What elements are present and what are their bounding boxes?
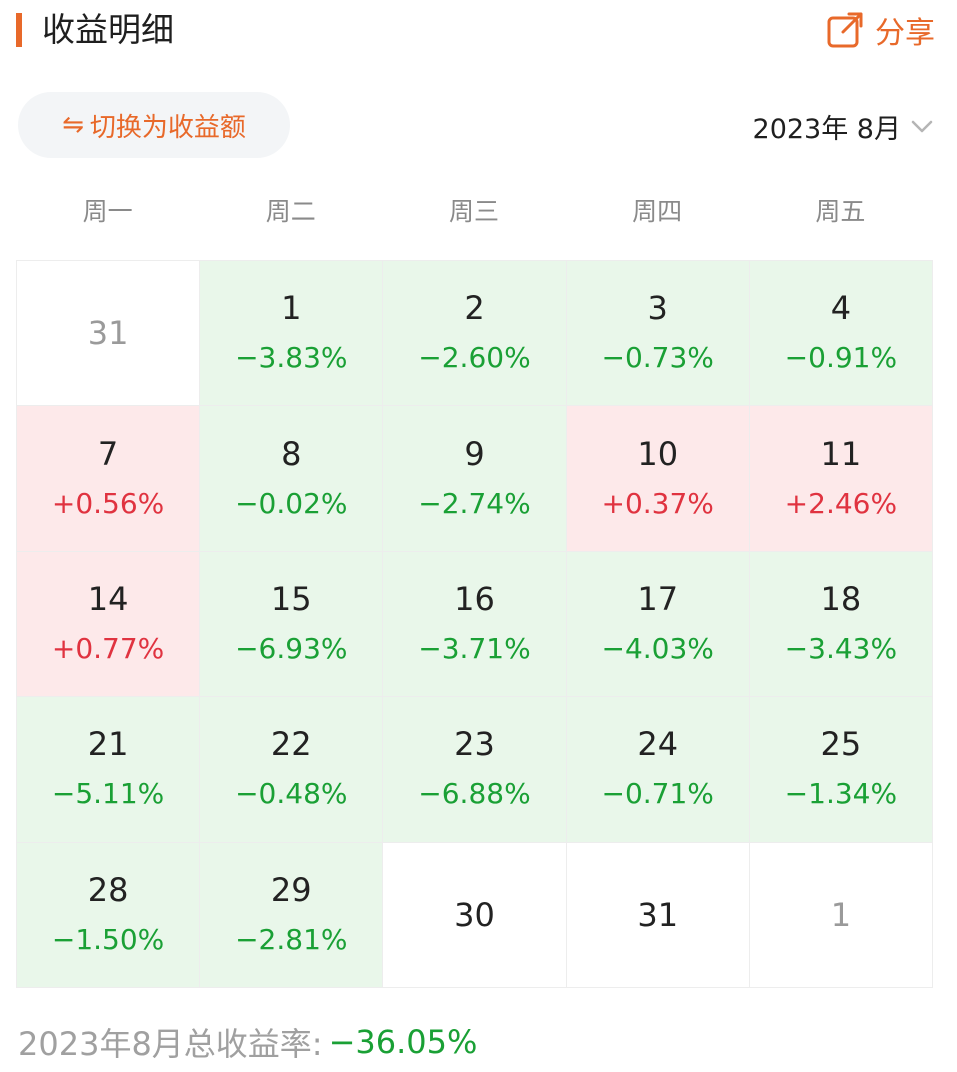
calendar-day-cell[interactable]: 23 −6.88% xyxy=(383,697,566,842)
weekday-tue: 周二 xyxy=(265,197,316,226)
day-number: 4 xyxy=(830,289,852,328)
calendar-day-cell[interactable]: 10 +0.37% xyxy=(566,406,749,551)
day-number: 18 xyxy=(820,579,862,618)
daily-return: +0.77% xyxy=(51,631,165,665)
calendar-day-cell[interactable]: 7 +0.56% xyxy=(17,406,200,551)
daily-return: −6.93% xyxy=(235,631,348,665)
daily-return: −0.48% xyxy=(235,777,348,811)
title-accent-bar xyxy=(16,13,22,47)
month-label: 2023年 8月 xyxy=(752,113,901,145)
day-number: 25 xyxy=(820,725,862,764)
switch-to-amount-button[interactable]: ⇋ 切换为收益额 xyxy=(18,92,290,158)
day-number: 2 xyxy=(464,289,485,328)
weekday-header: 周一 周二 周三 周四 周五 xyxy=(16,190,932,234)
day-number: 23 xyxy=(454,725,495,764)
daily-return: −3.83% xyxy=(235,341,348,375)
day-number: 9 xyxy=(464,434,485,473)
calendar-day-cell[interactable]: 28 −1.50% xyxy=(17,842,200,987)
day-number: 22 xyxy=(270,725,312,764)
day-number: 24 xyxy=(637,725,679,764)
daily-return: −6.88% xyxy=(418,777,531,811)
day-number: 29 xyxy=(270,870,312,909)
month-selector[interactable]: 2023年 8月 xyxy=(753,104,935,148)
share-label: 分享 xyxy=(875,16,935,51)
day-number: 1 xyxy=(281,289,302,328)
day-number: 21 xyxy=(87,725,129,764)
daily-return: −2.60% xyxy=(418,341,531,375)
total-return-value: −36.05% xyxy=(328,1023,478,1061)
calendar-day-cell[interactable]: 31 xyxy=(566,842,749,987)
daily-return: −2.74% xyxy=(418,486,531,520)
calendar-day-cell[interactable]: 8 −0.02% xyxy=(200,406,383,551)
total-return-label: 2023年8月总收益率: xyxy=(18,1025,323,1063)
day-number: 30 xyxy=(454,895,495,934)
daily-return: −3.71% xyxy=(418,631,531,665)
daily-return: −1.50% xyxy=(51,922,165,956)
share-icon xyxy=(827,12,863,48)
switch-to-amount-label: 切换为收益额 xyxy=(89,112,246,143)
calendar-day-cell[interactable]: 16 −3.71% xyxy=(383,551,566,697)
calendar-day-cell[interactable]: 3 −0.73% xyxy=(566,261,749,406)
monthly-total: 2023年8月总收益率: −36.05% xyxy=(18,1018,477,1066)
calendar-day-cell[interactable]: 24 −0.71% xyxy=(566,697,749,842)
day-number: 15 xyxy=(270,579,312,618)
calendar-day-cell[interactable]: 2 −2.60% xyxy=(383,261,566,406)
daily-return: +0.37% xyxy=(601,486,714,520)
day-number: 14 xyxy=(87,579,129,618)
weekday-fri: 周五 xyxy=(815,197,866,226)
calendar-day-cell[interactable]: 9 −2.74% xyxy=(383,406,566,551)
daily-return: −1.34% xyxy=(784,777,898,811)
day-number: 10 xyxy=(637,434,679,473)
calendar-day-cell[interactable]: 30 xyxy=(383,842,566,987)
day-number: 28 xyxy=(87,870,129,909)
daily-return: −2.81% xyxy=(235,922,348,956)
daily-return: −3.43% xyxy=(784,631,898,665)
calendar-day-cell[interactable]: 21 −5.11% xyxy=(17,697,200,842)
calendar-day-cell[interactable]: 1 xyxy=(749,842,932,987)
daily-return: −0.91% xyxy=(784,341,898,375)
daily-return: −5.11% xyxy=(51,777,165,811)
calendar-day-cell[interactable]: 18 −3.43% xyxy=(749,551,932,697)
calendar-day-cell[interactable]: 11 +2.46% xyxy=(749,406,932,551)
daily-return: −0.73% xyxy=(601,341,714,375)
calendar-day-cell[interactable]: 15 −6.93% xyxy=(200,551,383,697)
day-number: 8 xyxy=(281,434,302,473)
day-number: 16 xyxy=(454,579,495,618)
calendar-day-cell[interactable]: 17 −4.03% xyxy=(566,551,749,697)
calendar-day-cell[interactable]: 31 xyxy=(17,261,200,406)
calendar-day-cell[interactable]: 4 −0.91% xyxy=(749,261,932,406)
calendar-day-cell[interactable]: 14 +0.77% xyxy=(17,551,200,697)
swap-arrows-icon: ⇋ xyxy=(62,110,84,140)
day-number: 3 xyxy=(647,289,668,328)
share-button[interactable]: 分享 xyxy=(825,8,935,52)
day-number: 7 xyxy=(97,434,119,473)
header: 收益明细 分享 xyxy=(0,0,957,62)
daily-return: +2.46% xyxy=(784,486,898,520)
daily-return: −4.03% xyxy=(601,631,714,665)
calendar-grid: 31 1 −3.83% 2 −2.60% 3 −0.73% 4 −0.91% 7 +0.56% 8 −0… xyxy=(16,260,933,988)
day-number: 31 xyxy=(87,314,129,353)
calendar-day-cell[interactable]: 29 −2.81% xyxy=(200,842,383,987)
chevron-down-icon xyxy=(911,120,933,133)
day-number: 11 xyxy=(820,434,862,473)
daily-return: −0.02% xyxy=(235,486,348,520)
calendar-day-cell[interactable]: 1 −3.83% xyxy=(200,261,383,406)
page-title: 收益明细 xyxy=(42,10,174,49)
day-number: 31 xyxy=(637,895,679,934)
weekday-wed: 周三 xyxy=(448,197,499,226)
daily-return: +0.56% xyxy=(51,486,165,520)
weekday-thu: 周四 xyxy=(632,197,683,226)
day-number: 1 xyxy=(830,895,852,934)
daily-return: −0.71% xyxy=(601,777,714,811)
calendar-day-cell[interactable]: 25 −1.34% xyxy=(749,697,932,842)
day-number: 17 xyxy=(637,579,679,618)
weekday-mon: 周一 xyxy=(82,197,133,226)
calendar-day-cell[interactable]: 22 −0.48% xyxy=(200,697,383,842)
